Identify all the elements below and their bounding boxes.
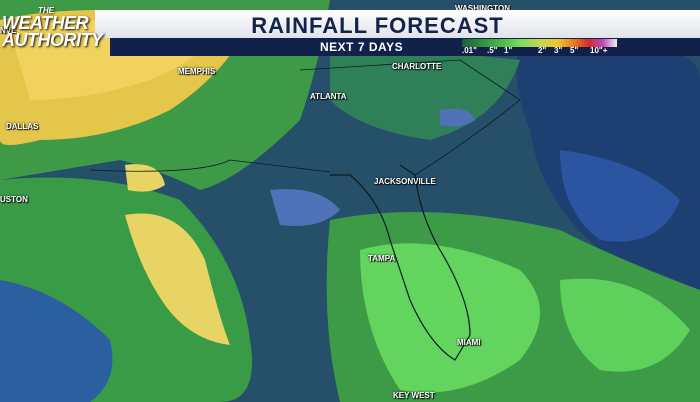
legend-label: 3": [554, 46, 563, 55]
city-label: KEY WEST: [393, 391, 435, 400]
legend-label: 10"+: [590, 46, 608, 55]
city-label: TAMPA: [368, 254, 396, 263]
logo-text: AUTHORITY: [2, 30, 103, 50]
city-label: NVE: [0, 26, 17, 35]
legend: .01" .5" 1" 2" 3" 5" 10"+: [462, 39, 617, 55]
city-label: JACKSONVILLE: [374, 177, 436, 186]
city-label: MEMPHIS: [178, 67, 216, 76]
legend-scale: [462, 39, 617, 47]
city-label: ATLANTA: [310, 92, 347, 101]
subtitle: NEXT 7 DAYS: [320, 40, 404, 54]
title: RAINFALL FORECAST: [251, 13, 504, 38]
city-label: USTON: [0, 195, 28, 204]
legend-label: 2": [538, 46, 547, 55]
city-label: WASHINGTON: [455, 4, 510, 13]
city-label: CHARLOTTE: [392, 62, 442, 71]
subtitle-bar: NEXT 7 DAYS .01" .5" 1" 2" 3" 5" 10"+: [110, 38, 700, 56]
logo-text: THE: [38, 6, 54, 15]
city-label: DALLAS: [6, 122, 39, 131]
logo: THE WEATHER AUTHORITY: [2, 6, 103, 49]
title-bar: RAINFALL FORECAST: [95, 10, 700, 38]
logo-text: WEATHER: [2, 13, 89, 33]
city-label: MIAMI: [457, 338, 481, 347]
legend-label: 5": [570, 46, 579, 55]
legend-label: 1": [504, 46, 513, 55]
legend-label: .5": [487, 46, 498, 55]
legend-label: .01": [462, 46, 477, 55]
